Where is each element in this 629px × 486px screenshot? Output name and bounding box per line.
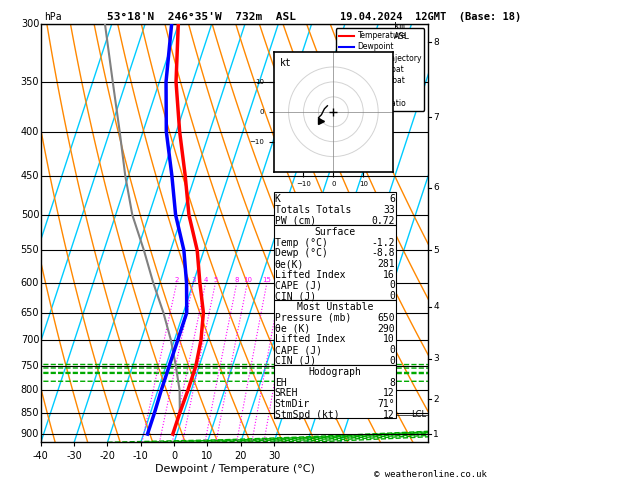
Text: 71°: 71° xyxy=(377,399,395,409)
Text: kt: kt xyxy=(280,58,291,68)
Text: 12: 12 xyxy=(383,410,395,420)
Text: -8.8: -8.8 xyxy=(372,248,395,259)
Text: 20: 20 xyxy=(277,277,286,283)
Text: 550: 550 xyxy=(21,245,39,255)
Text: 8: 8 xyxy=(235,277,239,283)
Text: 15: 15 xyxy=(262,277,271,283)
Text: 0: 0 xyxy=(389,291,395,301)
Text: 800: 800 xyxy=(21,385,39,395)
Text: 3: 3 xyxy=(433,354,439,363)
Text: CIN (J): CIN (J) xyxy=(275,356,316,366)
Text: 10: 10 xyxy=(383,334,395,345)
Text: CIN (J): CIN (J) xyxy=(275,291,316,301)
Text: Hodograph: Hodograph xyxy=(308,367,362,377)
Text: 5: 5 xyxy=(213,277,218,283)
Text: 4: 4 xyxy=(203,277,208,283)
Text: -1.2: -1.2 xyxy=(372,238,395,248)
Text: Dewp (°C): Dewp (°C) xyxy=(275,248,328,259)
Text: 650: 650 xyxy=(377,313,395,323)
Text: 750: 750 xyxy=(21,361,39,371)
Text: © weatheronline.co.uk: © weatheronline.co.uk xyxy=(374,469,487,479)
Text: 300: 300 xyxy=(21,19,39,29)
Text: Temp (°C): Temp (°C) xyxy=(275,238,328,248)
Text: LCL: LCL xyxy=(411,411,426,419)
Text: 600: 600 xyxy=(21,278,39,288)
Text: 350: 350 xyxy=(21,77,39,87)
Text: 900: 900 xyxy=(21,429,39,439)
Text: StmSpd (kt): StmSpd (kt) xyxy=(275,410,340,420)
Text: θe(K): θe(K) xyxy=(275,259,304,269)
Text: 19.04.2024  12GMT  (Base: 18): 19.04.2024 12GMT (Base: 18) xyxy=(340,12,521,22)
Text: 10: 10 xyxy=(243,277,252,283)
Text: 400: 400 xyxy=(21,126,39,137)
Text: Totals Totals: Totals Totals xyxy=(275,205,351,215)
Text: 5: 5 xyxy=(433,246,439,255)
Text: Surface: Surface xyxy=(314,227,355,237)
Text: 33: 33 xyxy=(383,205,395,215)
Text: 7: 7 xyxy=(433,113,439,122)
Text: 450: 450 xyxy=(21,171,39,180)
Text: PW (cm): PW (cm) xyxy=(275,216,316,226)
X-axis label: Dewpoint / Temperature (°C): Dewpoint / Temperature (°C) xyxy=(155,464,314,474)
Text: 2: 2 xyxy=(433,395,438,404)
Text: CAPE (J): CAPE (J) xyxy=(275,280,322,291)
Text: 0.72: 0.72 xyxy=(372,216,395,226)
Text: SREH: SREH xyxy=(275,388,298,399)
Text: 6: 6 xyxy=(389,194,395,205)
Text: hPa: hPa xyxy=(44,12,62,22)
Text: 0: 0 xyxy=(389,356,395,366)
Text: 700: 700 xyxy=(21,335,39,346)
Text: K: K xyxy=(275,194,281,205)
Text: 290: 290 xyxy=(377,324,395,334)
Text: 53°18'N  246°35'W  732m  ASL: 53°18'N 246°35'W 732m ASL xyxy=(107,12,296,22)
Text: 500: 500 xyxy=(21,210,39,220)
Text: 850: 850 xyxy=(21,408,39,418)
Text: 4: 4 xyxy=(433,302,438,312)
Text: CAPE (J): CAPE (J) xyxy=(275,345,322,355)
Text: 6: 6 xyxy=(433,183,439,192)
Text: 25: 25 xyxy=(288,277,297,283)
Text: Lifted Index: Lifted Index xyxy=(275,334,345,345)
Text: 8: 8 xyxy=(433,38,439,47)
Text: 12: 12 xyxy=(383,388,395,399)
Text: Lifted Index: Lifted Index xyxy=(275,270,345,280)
Text: 8: 8 xyxy=(389,378,395,388)
Text: 650: 650 xyxy=(21,308,39,318)
Text: 1: 1 xyxy=(433,430,439,438)
Text: Pressure (mb): Pressure (mb) xyxy=(275,313,351,323)
Text: 3: 3 xyxy=(191,277,196,283)
Text: 2: 2 xyxy=(174,277,179,283)
Legend: Temperature, Dewpoint, Parcel Trajectory, Dry Adiabat, Wet Adiabat, Isotherm, Mi: Temperature, Dewpoint, Parcel Trajectory… xyxy=(335,28,424,111)
Text: EH: EH xyxy=(275,378,287,388)
Text: θe (K): θe (K) xyxy=(275,324,310,334)
Text: 0: 0 xyxy=(389,345,395,355)
Text: Most Unstable: Most Unstable xyxy=(297,302,373,312)
Text: 16: 16 xyxy=(383,270,395,280)
Text: StmDir: StmDir xyxy=(275,399,310,409)
Text: km
ASL: km ASL xyxy=(394,22,410,41)
Text: 281: 281 xyxy=(377,259,395,269)
Text: 0: 0 xyxy=(389,280,395,291)
